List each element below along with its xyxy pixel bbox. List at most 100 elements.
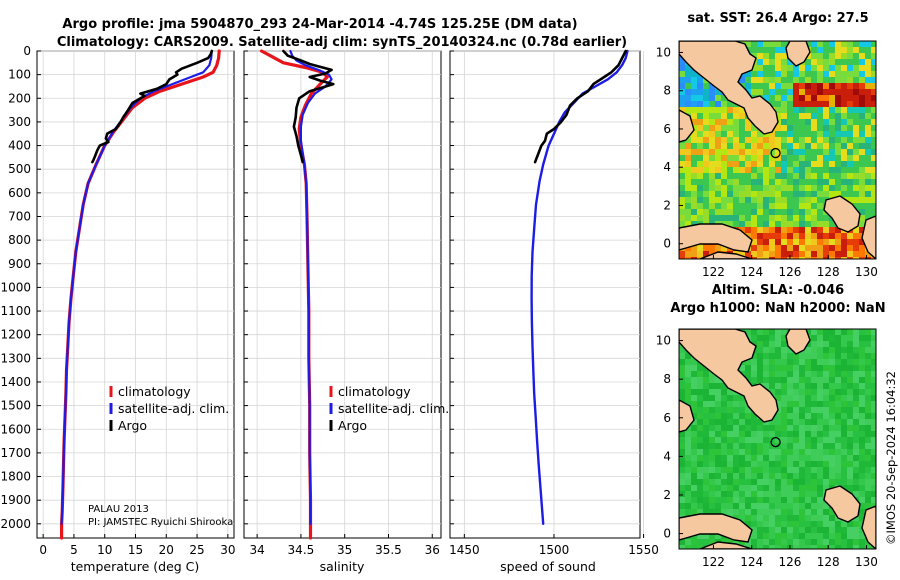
heatmap-cell — [841, 233, 847, 239]
heatmap-cell — [751, 479, 757, 485]
heatmap-cell — [775, 341, 781, 347]
heatmap-cell — [817, 149, 823, 155]
heatmap-cell — [709, 173, 715, 179]
heatmap-cell — [847, 371, 853, 377]
heatmap-cell — [769, 251, 775, 257]
heatmap-cell — [781, 233, 787, 239]
heatmap-cell — [805, 515, 811, 521]
heatmap-cell — [679, 257, 685, 259]
heatmap-cell — [775, 371, 781, 377]
heatmap-cell — [871, 419, 876, 425]
heatmap-cell — [823, 443, 829, 449]
heatmap-cell — [859, 509, 865, 515]
heatmap-cell — [871, 449, 876, 455]
heatmap-cell — [793, 443, 799, 449]
heatmap-cell — [697, 377, 703, 383]
heatmap-cell — [799, 233, 805, 239]
heatmap-cell — [829, 41, 835, 47]
heatmap-cell — [727, 437, 733, 443]
heatmap-cell — [721, 449, 727, 455]
heatmap-cell — [841, 413, 847, 419]
heatmap-cell — [871, 119, 876, 125]
heatmap-cell — [793, 533, 799, 539]
heatmap-cell — [823, 473, 829, 479]
heatmap-cell — [817, 491, 823, 497]
heatmap-cell — [745, 455, 751, 461]
heatmap-cell — [841, 137, 847, 143]
heatmap-cell — [787, 185, 793, 191]
heatmap-cell — [817, 371, 823, 377]
heatmap-cell — [799, 137, 805, 143]
heatmap-cell — [697, 95, 703, 101]
heatmap-cell — [769, 515, 775, 521]
heatmap-cell — [847, 239, 853, 245]
heatmap-cell — [859, 167, 865, 173]
heatmap-cell — [745, 173, 751, 179]
heatmap-cell — [739, 197, 745, 203]
heatmap-cell — [853, 473, 859, 479]
heatmap-cell — [703, 131, 709, 137]
heatmap-cell — [787, 65, 793, 71]
heatmap-cell — [709, 155, 715, 161]
map-y-tick-label: 6 — [663, 122, 671, 136]
heatmap-cell — [733, 125, 739, 131]
heatmap-cell — [781, 485, 787, 491]
heatmap-cell — [793, 203, 799, 209]
heatmap-cell — [757, 419, 763, 425]
heatmap-cell — [841, 377, 847, 383]
heatmap-cell — [829, 161, 835, 167]
heatmap-cell — [721, 503, 727, 509]
heatmap-cell — [865, 173, 871, 179]
heatmap-cell — [835, 329, 841, 335]
heatmap-cell — [835, 359, 841, 365]
heatmap-cell — [859, 179, 865, 185]
heatmap-cell — [829, 257, 835, 259]
heatmap-cell — [721, 101, 727, 107]
heatmap-cell — [811, 395, 817, 401]
heatmap-cell — [823, 215, 829, 221]
heatmap-cell — [793, 521, 799, 527]
heatmap-cell — [799, 485, 805, 491]
heatmap-cell — [823, 233, 829, 239]
heatmap-cell — [739, 437, 745, 443]
heatmap-cell — [763, 365, 769, 371]
heatmap-cell — [859, 503, 865, 509]
heatmap-cell — [793, 125, 799, 131]
heatmap-cell — [769, 161, 775, 167]
heatmap-cell — [679, 431, 685, 437]
heatmap-cell — [829, 179, 835, 185]
heatmap-cell — [859, 425, 865, 431]
heatmap-cell — [781, 179, 787, 185]
heatmap-cell — [691, 137, 697, 143]
heatmap-cell — [793, 479, 799, 485]
heatmap-cell — [859, 413, 865, 419]
heatmap-cell — [811, 245, 817, 251]
heatmap-cell — [769, 461, 775, 467]
heatmap-cell — [733, 539, 739, 545]
heatmap-cell — [715, 413, 721, 419]
heatmap-cell — [745, 473, 751, 479]
heatmap-cell — [853, 533, 859, 539]
heatmap-cell — [775, 485, 781, 491]
heatmap-cell — [793, 407, 799, 413]
heatmap-cell — [727, 209, 733, 215]
heatmap-cell — [721, 383, 727, 389]
heatmap-cell — [685, 365, 691, 371]
heatmap-cell — [781, 137, 787, 143]
land-mindanao — [679, 329, 779, 423]
heatmap-cell — [805, 107, 811, 113]
heatmap-cell — [865, 65, 871, 71]
heatmap-cell — [775, 425, 781, 431]
heatmap-cell — [859, 143, 865, 149]
heatmap-cell — [847, 341, 853, 347]
heatmap-cell — [799, 107, 805, 113]
heatmap-cell — [847, 539, 853, 545]
heatmap-cell — [829, 467, 835, 473]
heatmap-cell — [817, 449, 823, 455]
heatmap-cell — [841, 449, 847, 455]
heatmap-cell — [763, 77, 769, 83]
x-tick-label: 34.5 — [288, 543, 315, 557]
heatmap-cell — [763, 191, 769, 197]
heatmap-cell — [805, 179, 811, 185]
heatmap-cell — [757, 83, 763, 89]
